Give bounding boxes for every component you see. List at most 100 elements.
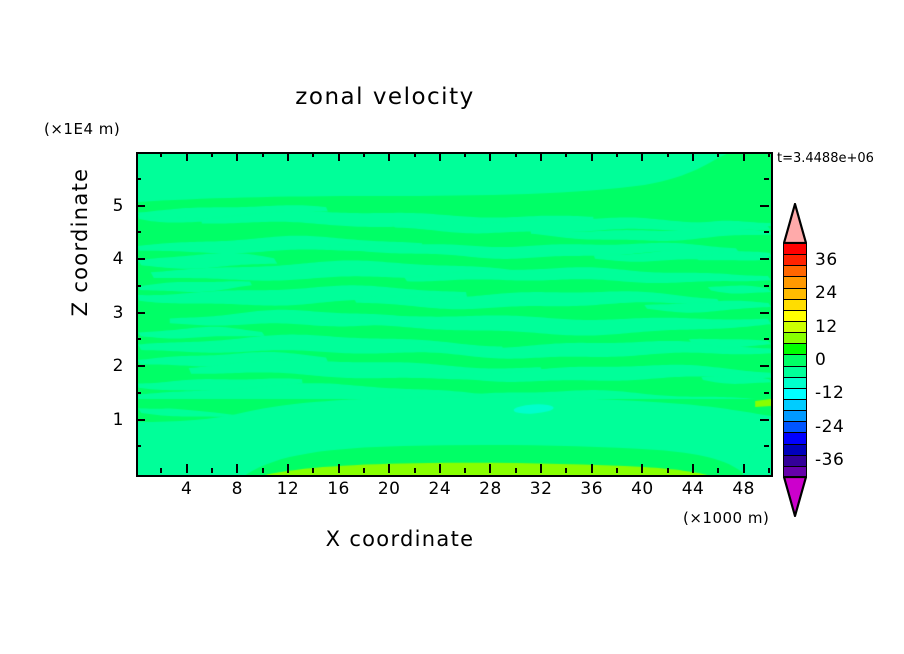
x-tick-label: 12 (276, 479, 300, 499)
x-tick-minor-top (565, 152, 567, 157)
colorbar-tick-label: 24 (815, 283, 838, 304)
x-tick-label: 8 (231, 479, 243, 499)
y-tick-minor (136, 445, 141, 447)
x-tick-label: 24 (428, 479, 452, 499)
x-axis-unit-label: (×1000 m) (683, 509, 770, 527)
x-tick-label: 32 (529, 479, 553, 499)
colorbar-bottom-arrow (782, 475, 808, 518)
x-tick-major-top (743, 152, 745, 161)
x-tick-major-top (489, 152, 491, 161)
y-tick-label: 2 (112, 356, 124, 376)
y-tick-minor-right (764, 231, 769, 233)
x-tick-label: 16 (327, 479, 350, 499)
y-tick-minor (136, 285, 141, 287)
x-tick-minor-top (667, 152, 669, 157)
x-tick-major-top (692, 152, 694, 161)
y-tick-major (136, 365, 145, 367)
x-tick-major (388, 464, 390, 473)
colorbar-tick-label: -24 (815, 416, 845, 437)
x-tick-minor-top (211, 152, 213, 157)
x-tick-minor (515, 468, 517, 473)
y-tick-minor-right (764, 285, 769, 287)
y-tick-major-right (760, 258, 769, 260)
x-tick-major (692, 464, 694, 473)
timestamp-annotation: t=3.4488e+06 (777, 151, 874, 166)
y-tick-label: 3 (112, 302, 124, 323)
x-tick-major-top (236, 152, 238, 161)
x-tick-major (338, 464, 340, 473)
colorbar-tick-label: -12 (815, 383, 845, 404)
x-tick-minor (211, 468, 213, 473)
x-tick-minor (565, 468, 567, 473)
x-tick-major-top (439, 152, 441, 161)
y-tick-major-right (760, 365, 769, 367)
x-tick-major-top (641, 152, 643, 161)
y-tick-label: 5 (112, 195, 124, 216)
colorbar-tick-label: -36 (815, 450, 845, 471)
x-tick-minor (262, 468, 264, 473)
page-title: zonal velocity (295, 84, 475, 110)
x-tick-major-top (591, 152, 593, 161)
x-tick-minor-top (414, 152, 416, 157)
y-axis-unit-label: (×1E4 m) (44, 120, 121, 138)
y-tick-major-right (760, 205, 769, 207)
x-tick-major-top (186, 152, 188, 161)
y-tick-major (136, 205, 145, 207)
x-tick-minor (768, 468, 770, 473)
x-tick-major (489, 464, 491, 473)
x-tick-major (743, 464, 745, 473)
x-tick-minor-top (363, 152, 365, 157)
y-tick-minor-right (764, 445, 769, 447)
x-tick-minor (414, 468, 416, 473)
x-tick-minor-top (717, 152, 719, 157)
y-axis-title: Z coordinate (68, 167, 92, 317)
colorbar-top-arrow-icon (782, 202, 808, 245)
colorbar-tick-label: 36 (815, 249, 838, 270)
x-tick-label: 28 (479, 479, 502, 499)
x-tick-major (591, 464, 593, 473)
y-tick-major (136, 312, 145, 314)
x-tick-minor-top (616, 152, 618, 157)
x-tick-minor (667, 468, 669, 473)
x-tick-minor-top (262, 152, 264, 157)
y-tick-minor (136, 231, 141, 233)
x-tick-minor-top (160, 152, 162, 157)
colorbar-bottom-arrow-icon (782, 475, 808, 518)
colorbar-swatches (783, 243, 807, 479)
x-tick-minor-top (464, 152, 466, 157)
x-tick-minor (464, 468, 466, 473)
colorbar-tick-label: 12 (815, 316, 838, 337)
x-tick-major-top (540, 152, 542, 161)
y-tick-minor (136, 178, 141, 180)
y-tick-major-right (760, 419, 769, 421)
y-tick-major-right (760, 312, 769, 314)
colorbar-tick-label: 0 (815, 350, 827, 370)
y-tick-label: 1 (112, 409, 124, 430)
x-tick-major-top (388, 152, 390, 161)
x-tick-major-top (287, 152, 289, 161)
x-axis-title: X coordinate (0, 527, 904, 551)
x-tick-minor (312, 468, 314, 473)
x-tick-major (439, 464, 441, 473)
x-tick-minor (717, 468, 719, 473)
x-tick-minor (363, 468, 365, 473)
y-tick-major (136, 258, 145, 260)
x-tick-minor-top (312, 152, 314, 157)
x-axis-title-text: X coordinate (325, 527, 475, 551)
y-tick-minor-right (764, 338, 769, 340)
x-tick-major (641, 464, 643, 473)
x-tick-major (186, 464, 188, 473)
x-tick-minor-top (515, 152, 517, 157)
plot-area (136, 152, 773, 477)
x-tick-minor (616, 468, 618, 473)
x-tick-minor-top (768, 152, 770, 157)
y-tick-major (136, 419, 145, 421)
x-tick-major (540, 464, 542, 473)
x-tick-major (287, 464, 289, 473)
y-tick-minor-right (764, 178, 769, 180)
y-tick-label: 4 (112, 249, 124, 269)
x-tick-label: 40 (631, 479, 654, 499)
y-tick-minor (136, 392, 141, 394)
y-tick-minor-right (764, 392, 769, 394)
